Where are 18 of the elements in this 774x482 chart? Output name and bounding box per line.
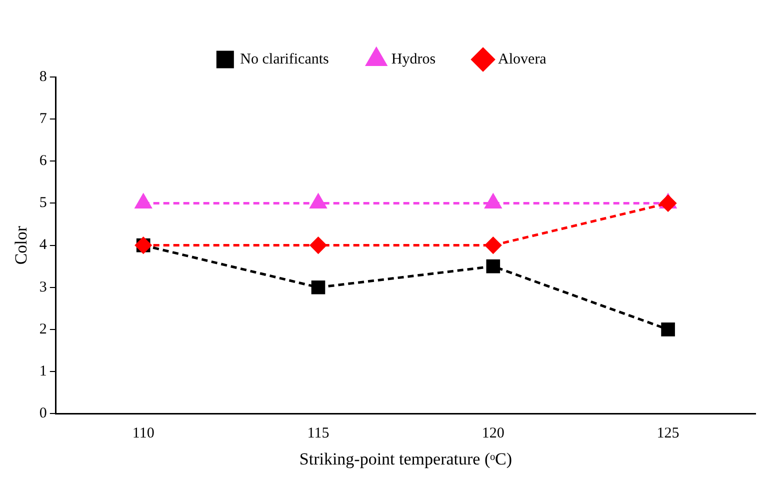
- y-tick-label: 0: [39, 406, 47, 422]
- x-tick-label: 120: [482, 426, 504, 442]
- y-tick-label: 2: [39, 321, 47, 338]
- y-tick-label: 4: [39, 237, 48, 254]
- y-tick-label: 6: [39, 153, 48, 170]
- legend-label: Hydros: [391, 51, 436, 68]
- y-tick-label: 1: [39, 363, 47, 380]
- y-tick-label: 5: [39, 195, 47, 212]
- x-tick-label: 110: [132, 426, 154, 442]
- x-axis-title: Striking-point temperature (ᵒC): [299, 449, 512, 468]
- y-tick-label: 3: [39, 279, 47, 296]
- legend-label: Alovera: [498, 51, 547, 68]
- y-tick-label: 8: [39, 68, 47, 85]
- y-axis-title: Color: [12, 226, 31, 265]
- y-tick-label: 7: [39, 111, 48, 128]
- legend-label: No clarificants: [240, 51, 330, 68]
- x-tick-label: 125: [656, 426, 680, 442]
- x-tick-label: 115: [307, 426, 330, 442]
